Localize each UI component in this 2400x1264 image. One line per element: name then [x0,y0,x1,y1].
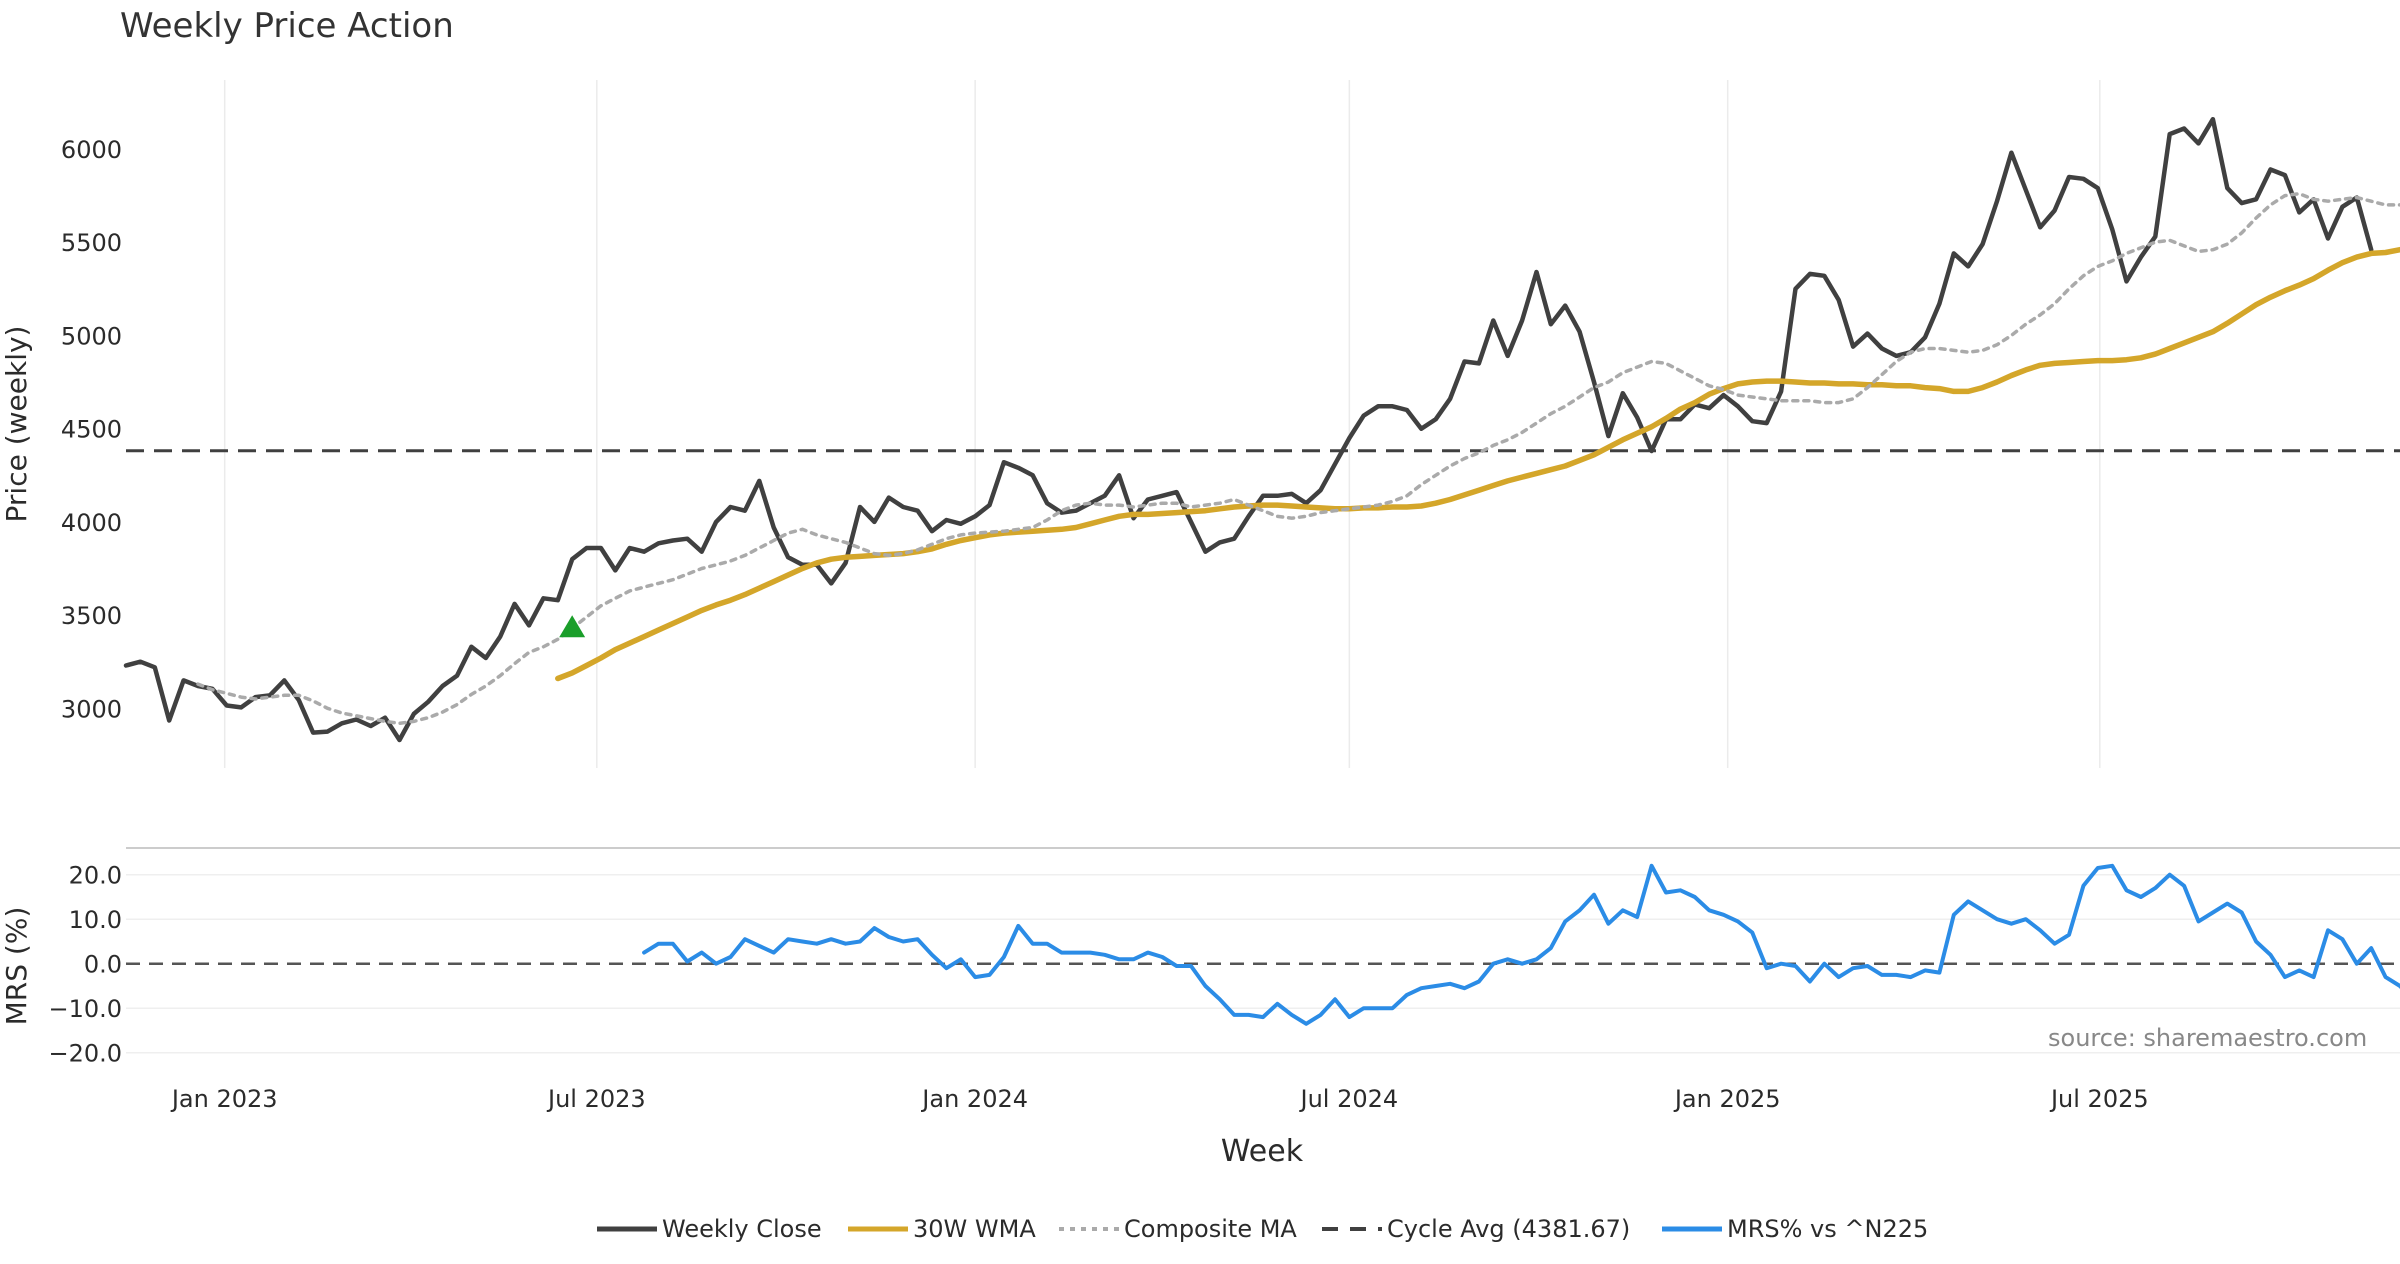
axis-labels: Jan 2023 Jul 2023 Jan 2024 Jul 2024 Jan 2025… [48,136,2148,1113]
series-line-mrs [642,863,2400,1026]
series-line-composite [196,191,2400,726]
reference-lines [126,449,2400,965]
price-y-axis-label: Price (weekly) [0,326,33,523]
price-y-tick-label: 5500 [61,229,122,257]
signal-marker [559,615,586,638]
mrs-y-tick-label: 10.0 [69,906,122,934]
mrs-y-tick-label: −20.0 [48,1040,122,1068]
mrs-y-tick-label: 0.0 [84,951,122,979]
x-tick-label: Jul 2025 [2049,1085,2149,1113]
price-y-tick-label: 3500 [61,602,122,630]
price-y-tick-label: 4500 [61,416,122,444]
legend-label-composite: Composite MA [1124,1215,1297,1243]
legend-label-cycle: Cycle Avg (4381.67) [1387,1215,1630,1243]
x-tick-label: Jul 2024 [1299,1085,1399,1113]
legend: Weekly Close 30W WMA Composite MA Cycle Avg… [597,1215,1928,1243]
series-line-close [123,116,2374,743]
price-y-tick-label: 5000 [61,322,122,350]
x-tick-label: Jul 2023 [546,1085,646,1113]
source-annotation: source: sharemaestro.com [2048,1024,2367,1052]
x-tick-label: Jan 2023 [170,1085,278,1113]
legend-label-close: Weekly Close [662,1215,822,1243]
legend-label-mrs: MRS% vs ^N225 [1727,1215,1928,1243]
price-y-tick-label: 4000 [61,509,122,537]
price-y-tick-label: 6000 [61,136,122,164]
price-y-tick-label: 3000 [61,695,122,723]
mrs-y-tick-label: −10.0 [48,995,122,1023]
x-tick-label: Jan 2024 [920,1085,1028,1113]
series-layer [123,116,2400,1026]
chart-title: Weekly Price Action [120,6,454,46]
grid-layer [126,80,2400,1054]
mrs-y-tick-label: 20.0 [69,862,122,890]
mrs-y-axis-label: MRS (%) [0,907,33,1026]
x-tick-label: Jan 2025 [1673,1085,1781,1113]
x-axis-label: Week [1221,1134,1304,1169]
legend-label-wma: 30W WMA [913,1215,1036,1243]
